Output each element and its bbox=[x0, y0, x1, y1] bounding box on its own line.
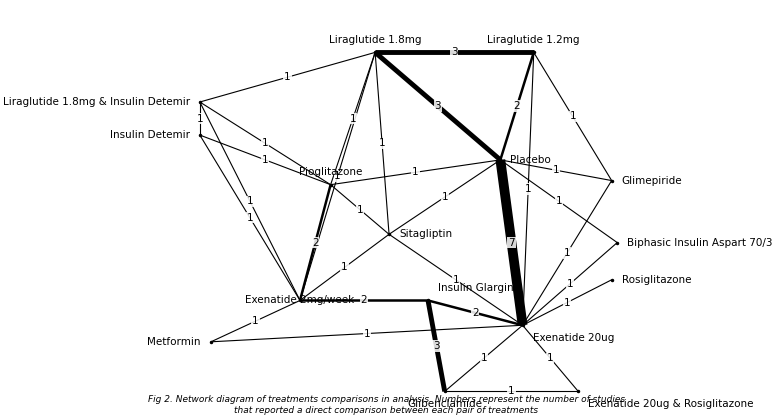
Text: Exenatide 20ug: Exenatide 20ug bbox=[533, 333, 614, 343]
Text: 3: 3 bbox=[434, 101, 441, 111]
Text: 1: 1 bbox=[525, 184, 532, 194]
Text: 1: 1 bbox=[247, 213, 254, 223]
Text: 1: 1 bbox=[441, 192, 448, 202]
Text: Pioglitazone: Pioglitazone bbox=[299, 167, 363, 177]
Text: 1: 1 bbox=[284, 72, 291, 82]
Text: 1: 1 bbox=[334, 171, 341, 181]
Text: Insulin Detemir: Insulin Detemir bbox=[110, 130, 190, 140]
Text: 7: 7 bbox=[508, 238, 515, 248]
Text: Exenatide 20ug & Rosiglitazone: Exenatide 20ug & Rosiglitazone bbox=[588, 399, 754, 409]
Text: 1: 1 bbox=[412, 167, 419, 177]
Text: Insulin Glargine: Insulin Glargine bbox=[438, 283, 520, 293]
Text: 2: 2 bbox=[361, 295, 367, 305]
Text: Glibenclamide: Glibenclamide bbox=[407, 399, 482, 409]
Text: Sitagliptin: Sitagliptin bbox=[399, 229, 452, 239]
Text: 1: 1 bbox=[252, 316, 259, 326]
Text: 1: 1 bbox=[508, 386, 515, 396]
Text: 1: 1 bbox=[196, 114, 203, 124]
Text: 3: 3 bbox=[451, 47, 458, 57]
Text: 1: 1 bbox=[553, 165, 560, 175]
Text: 1: 1 bbox=[564, 297, 570, 308]
Text: Metformin: Metformin bbox=[148, 337, 201, 347]
Text: Liraglutide 1.8mg & Insulin Detemir: Liraglutide 1.8mg & Insulin Detemir bbox=[2, 97, 190, 107]
Text: 1: 1 bbox=[262, 155, 268, 165]
Text: 2: 2 bbox=[514, 101, 520, 111]
Text: Rosiglitazone: Rosiglitazone bbox=[621, 275, 691, 285]
Text: 1: 1 bbox=[247, 196, 254, 206]
Text: 2: 2 bbox=[472, 308, 478, 318]
Text: Liraglutide 1.2mg: Liraglutide 1.2mg bbox=[488, 35, 580, 45]
Text: 1: 1 bbox=[363, 328, 370, 339]
Text: Biphasic Insulin Aspart 70/30: Biphasic Insulin Aspart 70/30 bbox=[627, 238, 773, 248]
Text: 1: 1 bbox=[547, 353, 553, 363]
Text: 1: 1 bbox=[349, 114, 356, 124]
Text: Liraglutide 1.8mg: Liraglutide 1.8mg bbox=[329, 35, 421, 45]
Text: 1: 1 bbox=[452, 275, 459, 285]
Text: 1: 1 bbox=[356, 204, 363, 215]
Text: 1: 1 bbox=[567, 279, 574, 289]
Text: 2: 2 bbox=[312, 238, 318, 248]
Text: Fig 2. Network diagram of treatments comparisons in analysis. Numbers represent : Fig 2. Network diagram of treatments com… bbox=[148, 396, 625, 415]
Text: Exenatide 2mg/week: Exenatide 2mg/week bbox=[245, 295, 355, 305]
Text: 1: 1 bbox=[556, 196, 562, 206]
Text: 1: 1 bbox=[379, 138, 386, 148]
Text: 1: 1 bbox=[570, 111, 576, 122]
Text: 1: 1 bbox=[341, 262, 348, 272]
Text: 3: 3 bbox=[433, 341, 440, 351]
Text: Glimepiride: Glimepiride bbox=[621, 176, 683, 186]
Text: 1: 1 bbox=[480, 353, 487, 363]
Text: 1: 1 bbox=[564, 248, 570, 258]
Text: Placebo: Placebo bbox=[510, 155, 551, 165]
Text: 1: 1 bbox=[262, 138, 268, 148]
